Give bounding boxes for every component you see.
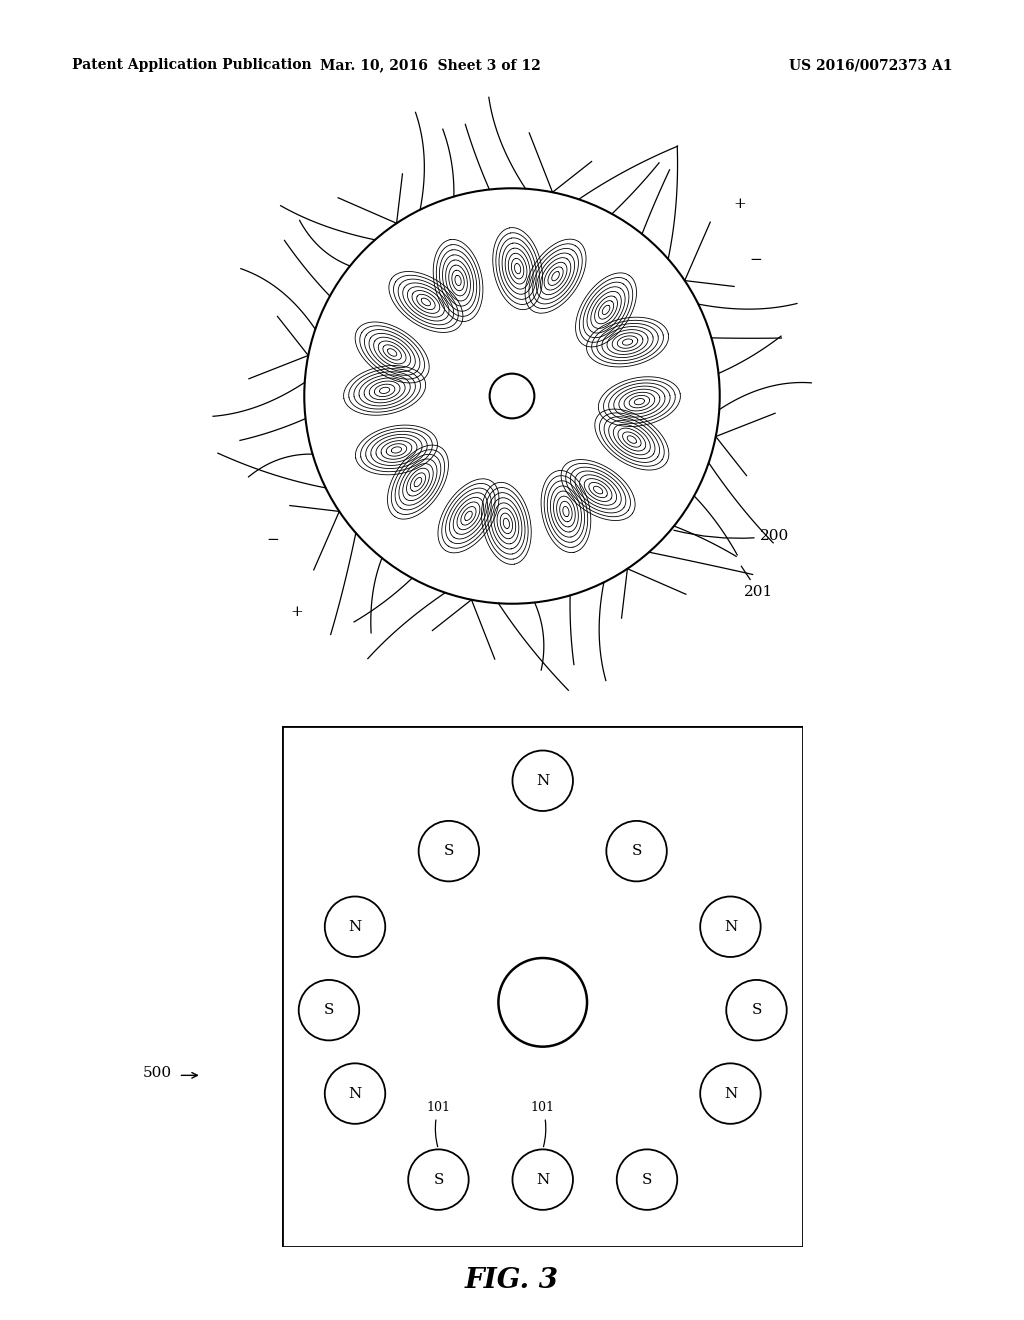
Text: N: N xyxy=(724,1086,737,1101)
Text: S: S xyxy=(433,1172,443,1187)
Text: −: − xyxy=(266,533,279,546)
Text: +: + xyxy=(733,197,746,211)
Text: Patent Application Publication: Patent Application Publication xyxy=(72,58,311,73)
Text: S: S xyxy=(443,843,454,858)
Text: 101: 101 xyxy=(426,1101,451,1147)
Text: N: N xyxy=(537,1172,549,1187)
Text: FIG. 3: FIG. 3 xyxy=(465,1267,559,1294)
Text: 101: 101 xyxy=(530,1101,555,1147)
Text: S: S xyxy=(752,1003,762,1018)
Text: 201: 201 xyxy=(741,566,773,599)
Text: +: + xyxy=(290,605,303,619)
Text: S: S xyxy=(632,843,642,858)
Text: N: N xyxy=(348,920,361,933)
Text: S: S xyxy=(642,1172,652,1187)
Text: N: N xyxy=(537,774,549,788)
Text: 200: 200 xyxy=(674,529,788,543)
Text: N: N xyxy=(348,1086,361,1101)
Text: Mar. 10, 2016  Sheet 3 of 12: Mar. 10, 2016 Sheet 3 of 12 xyxy=(319,58,541,73)
Text: −: − xyxy=(750,253,762,267)
Text: 500: 500 xyxy=(142,1065,172,1080)
Text: N: N xyxy=(724,920,737,933)
Text: S: S xyxy=(324,1003,334,1018)
Text: US 2016/0072373 A1: US 2016/0072373 A1 xyxy=(788,58,952,73)
